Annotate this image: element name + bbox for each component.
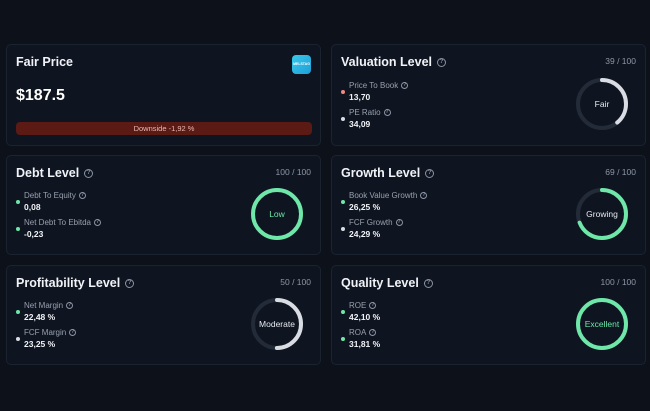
metric-label: FCF Margin <box>24 328 67 337</box>
help-icon[interactable]: ? <box>94 219 102 226</box>
debt-title-text: Debt Level <box>16 166 80 180</box>
metric-value: 23,25 % <box>24 339 56 349</box>
gauge-label: Low <box>269 209 285 219</box>
fair-price-title-text: Fair Price <box>16 55 73 69</box>
help-icon[interactable]: ? <box>369 302 377 309</box>
help-icon[interactable]: ? <box>425 168 435 178</box>
profitability-card: Profitability Level ? 50 / 100 Net Margi… <box>6 265 321 365</box>
growth-card: Growth Level ? 69 / 100 Book Value Growt… <box>331 155 646 255</box>
debt-card: Debt Level ? 100 / 100 Debt To Equity? 0… <box>6 155 321 255</box>
gauge-ring <box>251 188 303 240</box>
help-icon[interactable]: ? <box>69 329 77 336</box>
metric-value: 26,25 % <box>349 202 381 212</box>
gauge-progress <box>576 188 628 240</box>
help-icon[interactable]: ? <box>437 57 447 67</box>
gauge-ring <box>576 78 628 130</box>
profitability-title-text: Profitability Level <box>16 276 121 290</box>
metric-label: ROE <box>349 301 367 310</box>
metric-value: 13,70 <box>349 92 371 102</box>
metric-label: Debt To Equity <box>24 191 76 200</box>
help-icon[interactable]: ? <box>66 302 74 309</box>
debt-gauge: Low <box>250 187 304 241</box>
metric-label: PE Ratio <box>349 108 381 117</box>
profitability-gauge: Moderate <box>250 297 304 351</box>
metric-dot <box>341 117 345 121</box>
help-icon[interactable]: ? <box>401 82 409 89</box>
help-icon[interactable]: ? <box>423 278 433 288</box>
gauge-label: Moderate <box>259 319 295 329</box>
metric-value: 0,08 <box>24 202 41 212</box>
metric-dot <box>341 90 345 94</box>
valuation-score: 39 / 100 <box>605 56 636 66</box>
profitability-score: 50 / 100 <box>280 277 311 287</box>
help-icon[interactable]: ? <box>369 329 377 336</box>
gauge-progress <box>251 298 303 350</box>
metric-dot <box>341 227 345 231</box>
help-icon[interactable]: ? <box>125 278 135 288</box>
help-icon[interactable]: ? <box>383 109 391 116</box>
gauge-progress <box>251 188 303 240</box>
metric-value: 34,09 <box>349 119 371 129</box>
metric-dot <box>16 227 20 231</box>
profitability-title: Profitability Level ? <box>16 276 135 290</box>
gauge-progress <box>576 78 628 130</box>
metric-label: FCF Growth <box>349 218 393 227</box>
growth-title: Growth Level ? <box>341 166 435 180</box>
metric-label: ROA <box>349 328 367 337</box>
fair-price-value: $187.5 <box>16 87 65 104</box>
gauge-label: Excellent <box>584 319 620 329</box>
metric-dot <box>341 337 345 341</box>
growth-score: 69 / 100 <box>605 167 636 177</box>
metric-dot <box>341 200 345 204</box>
help-icon[interactable]: ? <box>78 192 86 199</box>
metric-value: 42,10 % <box>349 312 381 322</box>
quality-card: Quality Level ? 100 / 100 ROE? 42,10 % R… <box>331 265 646 365</box>
gauge-ring <box>576 298 628 350</box>
growth-title-text: Growth Level <box>341 166 421 180</box>
company-logo: MELSTAG <box>292 55 311 74</box>
help-icon[interactable]: ? <box>395 219 403 226</box>
gauge-ring <box>251 298 303 350</box>
debt-title: Debt Level ? <box>16 166 94 180</box>
gauge-progress <box>576 298 628 350</box>
quality-gauge: Excellent <box>575 297 629 351</box>
metric-dot <box>16 310 20 314</box>
gauge-label: Fair <box>594 99 610 109</box>
valuation-title-text: Valuation Level <box>341 55 433 69</box>
metric-dot <box>341 310 345 314</box>
fair-price-card: Fair Price MELSTAG $187.5 Downside -1,92… <box>6 44 321 146</box>
quality-score: 100 / 100 <box>600 277 636 287</box>
valuation-card: Valuation Level ? 39 / 100 Price To Book… <box>331 44 646 146</box>
metric-value: 24,29 % <box>349 229 381 239</box>
metric-value: 31,81 % <box>349 339 381 349</box>
metric-label: Price To Book <box>349 81 399 90</box>
growth-gauge: Growing <box>575 187 629 241</box>
metric-dot <box>16 337 20 341</box>
quality-title-text: Quality Level <box>341 276 419 290</box>
metric-label: Net Margin <box>24 301 64 310</box>
metric-label: Book Value Growth <box>349 191 418 200</box>
gauge-label: Growing <box>586 209 618 219</box>
downside-badge: Downside -1,92 % <box>16 122 312 135</box>
valuation-title: Valuation Level ? <box>341 55 447 69</box>
metric-dot <box>16 200 20 204</box>
fair-price-title: Fair Price <box>16 55 73 69</box>
metric-label: Net Debt To Ebitda <box>24 218 92 227</box>
metric-value: -0,23 <box>24 229 44 239</box>
quality-title: Quality Level ? <box>341 276 433 290</box>
debt-score: 100 / 100 <box>275 167 311 177</box>
help-icon[interactable]: ? <box>84 168 94 178</box>
help-icon[interactable]: ? <box>420 192 428 199</box>
valuation-gauge: Fair <box>575 77 629 131</box>
metric-value: 22,48 % <box>24 312 56 322</box>
gauge-ring <box>576 188 628 240</box>
